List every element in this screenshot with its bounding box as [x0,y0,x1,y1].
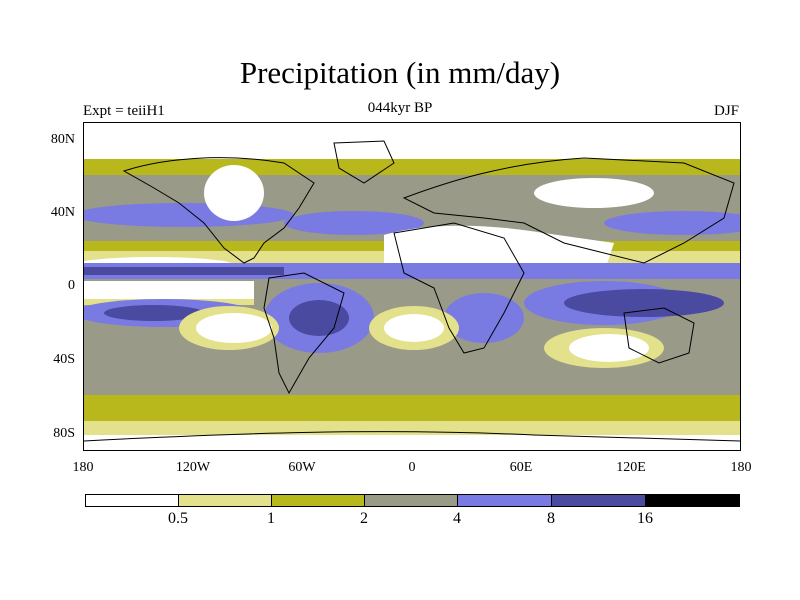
colorbar-label-5: 16 [637,510,653,527]
north-america-coast [122,157,315,264]
north-pacific-storm-track [84,203,294,227]
map-title: Precipitation (in mm/day) [239,55,561,90]
north-america-dry-region [204,165,264,221]
antarctic-dry-region [84,435,740,450]
lon-label-0: 0 [408,460,416,475]
colorbar-label-2: 2 [360,510,368,527]
time-label: 044kyr BP [367,100,433,116]
colorbar-label-3: 4 [453,510,461,527]
colorbar-swatch-2 [271,494,365,507]
africa-coast [393,222,525,354]
australia-coast [623,307,695,364]
precipitation-map [83,122,741,451]
north-atlantic-storm-track [284,211,424,235]
antarctic-light-band [84,421,740,435]
itcz-core [84,267,284,275]
colorbar-swatch-4 [457,494,552,507]
lat-label-40n: 40N [50,205,75,220]
coastlines [84,140,740,442]
southeast-indian-dry-core [569,334,649,362]
colorbar-swatch-3 [364,494,458,507]
lon-label-60w: 60W [288,460,316,475]
southeast-pacific-dry-core [196,313,272,343]
lat-label-80s: 80S [53,426,75,441]
colorbar-label-4: 8 [547,510,555,527]
sahara-dry-region [384,225,614,273]
southern-africa-wet-region [444,293,524,343]
colorbar-label-1: 1 [267,510,275,527]
colorbar-swatch-5 [551,494,646,507]
eurasia-coast [402,157,735,264]
lon-label-180e: 180 [730,460,752,475]
lon-label-180w: 180 [72,460,94,475]
colorbar-label-0: 0.5 [168,510,188,527]
maritime-continent-wet-core [564,289,724,317]
colorbar-swatch-0 [85,494,179,507]
lat-label-40s: 40S [53,352,75,367]
colorbar-swatch-6 [645,494,740,507]
south-atlantic-dry-core [384,314,444,342]
greenland-coast [333,140,395,184]
experiment-label: Expt = teiiH1 [83,103,165,119]
lon-label-120w: 120W [175,460,211,475]
season-label: DJF [713,103,739,119]
south-america-coast [263,272,345,395]
south-pacific-wet-core [104,305,204,321]
lat-label-eq: 0 [68,278,75,293]
colorbar-swatch-1 [178,494,272,507]
lat-label-80n: 80N [50,132,75,147]
lon-label-60e: 60E [509,460,533,475]
central-asia-dry-region [534,178,654,208]
arctic-dry-region [84,123,740,163]
equatorial-dry-strip [84,281,254,301]
antarctica-coast [84,431,740,442]
lon-label-120e: 120E [616,460,646,475]
